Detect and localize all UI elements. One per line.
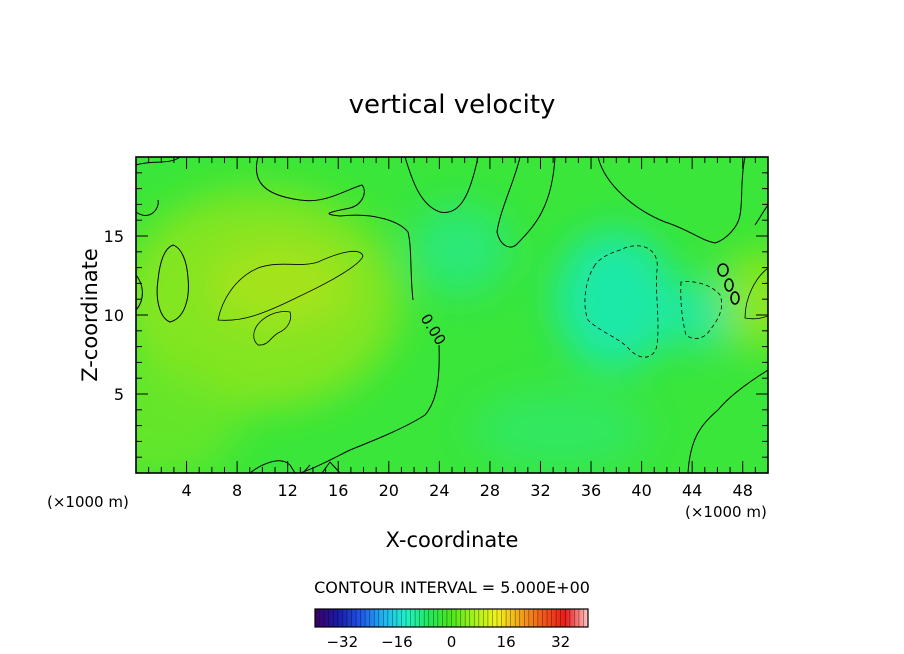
colorbar-tick-label: 0 <box>447 633 457 651</box>
zero-contour <box>136 157 768 473</box>
colorbar-tick-label: 32 <box>551 633 570 651</box>
x-tick-label: 20 <box>379 481 399 500</box>
z-tick-label: 10 <box>104 306 124 325</box>
x-tick-label: 4 <box>181 481 191 500</box>
x-unit-right: (×1000 m) <box>685 503 767 521</box>
x-tick-label: 12 <box>278 481 298 500</box>
x-tick-label: 16 <box>328 481 348 500</box>
x-tick-label: 32 <box>530 481 550 500</box>
colorbar-tick-label: −16 <box>381 633 413 651</box>
contour-5-left <box>217 250 768 346</box>
x-tick-label: 48 <box>733 481 753 500</box>
z-tick-label: 15 <box>104 227 124 246</box>
field-shading <box>136 157 768 473</box>
x-tick-label: 28 <box>480 481 500 500</box>
x-tick-label: 8 <box>232 481 242 500</box>
colorbar-tick-label: 16 <box>497 633 516 651</box>
x-tick-label: 40 <box>631 481 651 500</box>
colorbar-frame <box>314 608 589 628</box>
x-tick-label: 36 <box>581 481 601 500</box>
contour-lines <box>136 157 768 473</box>
chart-title: vertical velocity <box>349 90 556 120</box>
contour-neg5 <box>584 245 723 358</box>
x-tick-label: 44 <box>682 481 702 500</box>
colorbar-tick-label: −32 <box>326 633 358 651</box>
contour-interval-text: CONTOUR INTERVAL = 5.000E+00 <box>314 578 590 597</box>
x-unit-left: (×1000 m) <box>47 493 129 511</box>
colorbar: −32 −16 0 16 32 <box>314 608 589 651</box>
x-tick-label: 24 <box>429 481 449 500</box>
x-axis-label: X-coordinate <box>386 528 519 552</box>
z-tick-label: 5 <box>114 385 124 404</box>
y-axis-label: Z-coordinate <box>78 248 102 382</box>
